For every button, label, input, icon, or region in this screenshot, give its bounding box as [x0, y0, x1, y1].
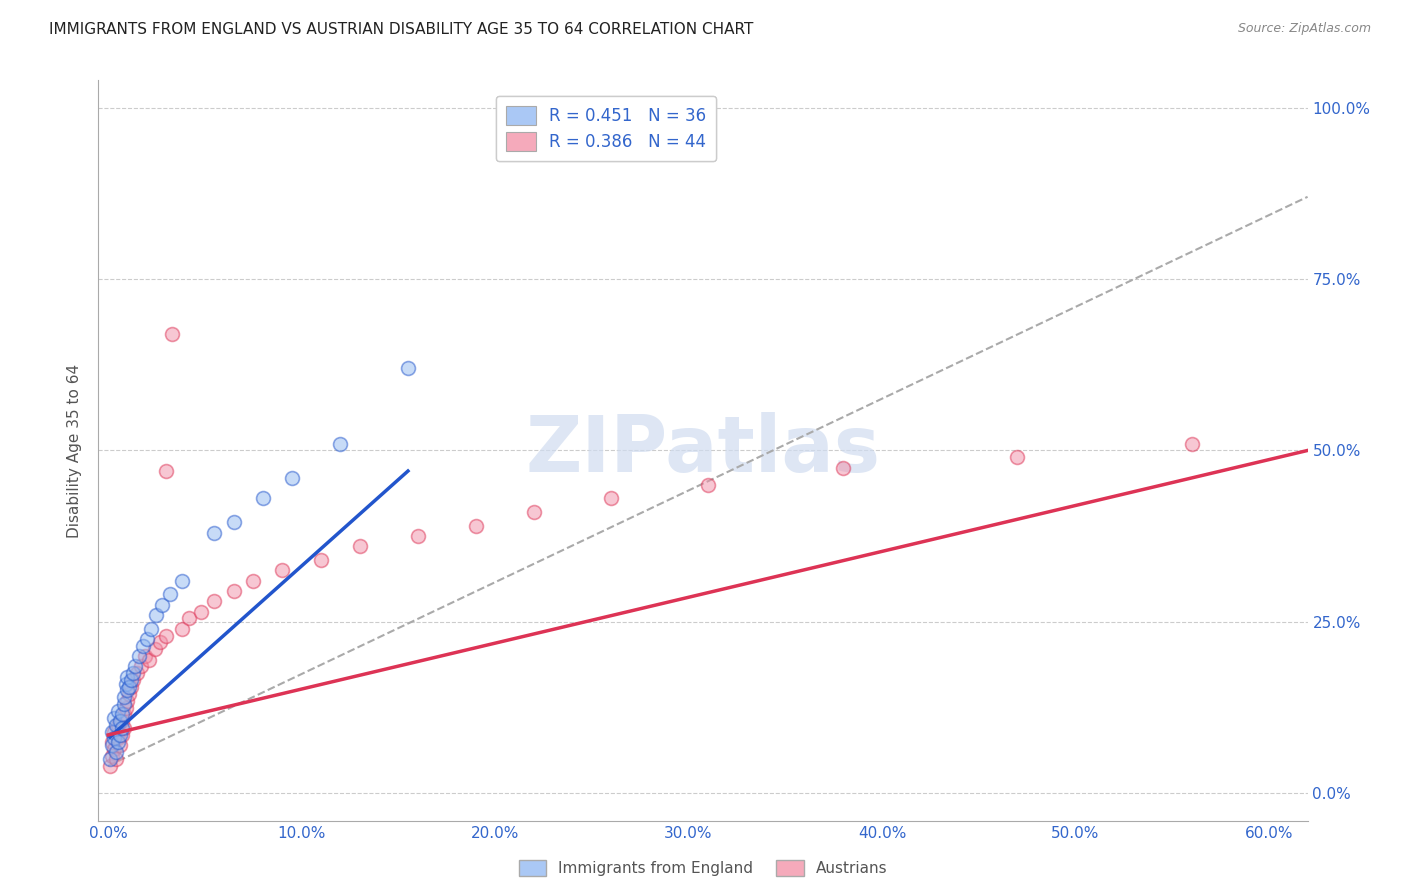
- Point: [464, 519, 486, 533]
- Point: [242, 574, 264, 588]
- Point: [111, 707, 134, 722]
- Point: [98, 752, 121, 766]
- Point: [160, 326, 183, 341]
- Point: [222, 584, 245, 599]
- Point: [122, 666, 145, 681]
- Point: [143, 642, 166, 657]
- Point: [120, 680, 142, 694]
- Point: [101, 735, 124, 749]
- Point: [134, 649, 156, 664]
- Point: [103, 724, 125, 739]
- Point: [145, 607, 167, 622]
- Point: [155, 464, 177, 478]
- Text: Source: ZipAtlas.com: Source: ZipAtlas.com: [1237, 22, 1371, 36]
- Point: [104, 717, 127, 731]
- Point: [155, 628, 177, 642]
- Point: [108, 738, 131, 752]
- Point: [170, 574, 193, 588]
- Point: [252, 491, 274, 506]
- Point: [138, 652, 160, 666]
- Point: [281, 471, 304, 485]
- Point: [107, 704, 129, 718]
- Point: [111, 714, 134, 729]
- Point: [127, 666, 149, 681]
- Point: [111, 721, 134, 735]
- Point: [309, 553, 332, 567]
- Point: [190, 605, 212, 619]
- Point: [1007, 450, 1029, 465]
- Point: [107, 717, 129, 731]
- Point: [103, 731, 125, 746]
- Point: [112, 697, 135, 711]
- Point: [179, 611, 201, 625]
- Point: [98, 759, 121, 773]
- Point: [129, 659, 152, 673]
- Point: [118, 687, 141, 701]
- Point: [349, 540, 371, 554]
- Point: [108, 728, 131, 742]
- Point: [406, 529, 429, 543]
- Point: [108, 714, 131, 729]
- Point: [170, 622, 193, 636]
- Point: [114, 676, 136, 690]
- Point: [120, 673, 142, 687]
- Point: [222, 516, 245, 530]
- Point: [101, 738, 124, 752]
- Point: [271, 563, 294, 577]
- Point: [112, 721, 135, 735]
- Point: [329, 436, 352, 450]
- Point: [103, 711, 125, 725]
- Point: [107, 735, 129, 749]
- Point: [139, 622, 162, 636]
- Point: [112, 707, 135, 722]
- Text: IMMIGRANTS FROM ENGLAND VS AUSTRIAN DISABILITY AGE 35 TO 64 CORRELATION CHART: IMMIGRANTS FROM ENGLAND VS AUSTRIAN DISA…: [49, 22, 754, 37]
- Point: [396, 361, 419, 376]
- Point: [117, 694, 139, 708]
- Point: [107, 731, 129, 746]
- Point: [124, 659, 146, 673]
- Point: [112, 690, 135, 705]
- Point: [128, 649, 150, 664]
- Point: [122, 673, 145, 687]
- Point: [832, 460, 855, 475]
- Point: [117, 683, 139, 698]
- Point: [696, 477, 718, 491]
- Point: [117, 670, 139, 684]
- Point: [135, 632, 157, 646]
- Point: [149, 635, 172, 649]
- Point: [150, 598, 173, 612]
- Point: [118, 680, 141, 694]
- Point: [1180, 436, 1202, 450]
- Point: [600, 491, 623, 506]
- Point: [159, 587, 181, 601]
- Point: [101, 748, 124, 763]
- Point: [103, 741, 125, 756]
- Point: [132, 639, 155, 653]
- Legend: R = 0.451   N = 36, R = 0.386   N = 44: R = 0.451 N = 36, R = 0.386 N = 44: [496, 96, 717, 161]
- Point: [204, 525, 226, 540]
- Text: ZIPatlas: ZIPatlas: [526, 412, 880, 489]
- Point: [101, 724, 124, 739]
- Legend: Immigrants from England, Austrians: Immigrants from England, Austrians: [512, 855, 894, 882]
- Point: [104, 745, 127, 759]
- Point: [523, 505, 546, 519]
- Point: [111, 728, 134, 742]
- Point: [204, 594, 226, 608]
- Y-axis label: Disability Age 35 to 64: Disability Age 35 to 64: [67, 363, 83, 538]
- Point: [104, 752, 127, 766]
- Point: [114, 700, 136, 714]
